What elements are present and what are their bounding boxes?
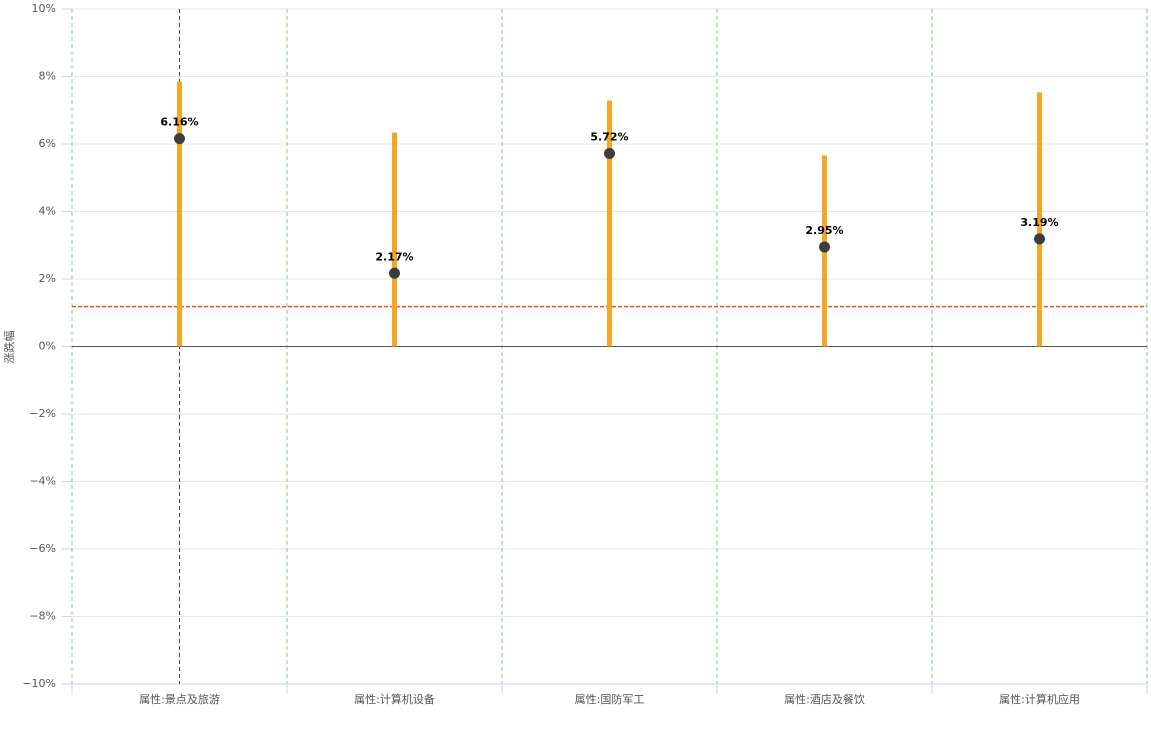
x-tick-label: 属性:计算机设备 bbox=[354, 692, 435, 706]
y-tick-label: 2% bbox=[39, 272, 56, 285]
range-bar bbox=[607, 100, 612, 347]
y-tick-label: 6% bbox=[39, 137, 56, 150]
value-label: 6.16% bbox=[160, 116, 198, 129]
y-tick-label: −2% bbox=[29, 407, 56, 420]
y-tick-label: −4% bbox=[29, 475, 56, 488]
y-tick-label: 8% bbox=[39, 70, 56, 83]
x-tick-label: 属性:国防军工 bbox=[575, 692, 645, 706]
point bbox=[1034, 233, 1045, 245]
y-tick-label: 10% bbox=[32, 2, 56, 15]
value-label: 2.95% bbox=[805, 224, 843, 237]
y-tick-label: 4% bbox=[39, 205, 56, 218]
x-tick-label: 属性:景点及旅游 bbox=[139, 692, 220, 706]
y-tick-label: −8% bbox=[29, 610, 56, 623]
point bbox=[604, 147, 615, 159]
value-label: 2.17% bbox=[375, 250, 413, 263]
x-tick-label: 属性:计算机应用 bbox=[999, 692, 1080, 706]
y-tick-label: 0% bbox=[39, 340, 56, 353]
y-axis-title: 涨跌幅 bbox=[2, 331, 16, 364]
range-bar bbox=[177, 81, 182, 347]
point bbox=[819, 241, 830, 253]
y-tick-label: −6% bbox=[29, 542, 56, 555]
x-tick-label: 属性:酒店及餐饮 bbox=[784, 692, 865, 706]
range-bar bbox=[1037, 92, 1042, 347]
value-label: 5.72% bbox=[590, 130, 628, 143]
value-label: 3.19% bbox=[1020, 216, 1058, 229]
range-bar bbox=[392, 132, 397, 347]
point bbox=[389, 267, 400, 279]
point bbox=[174, 133, 185, 145]
y-tick-label: −10% bbox=[22, 677, 56, 690]
